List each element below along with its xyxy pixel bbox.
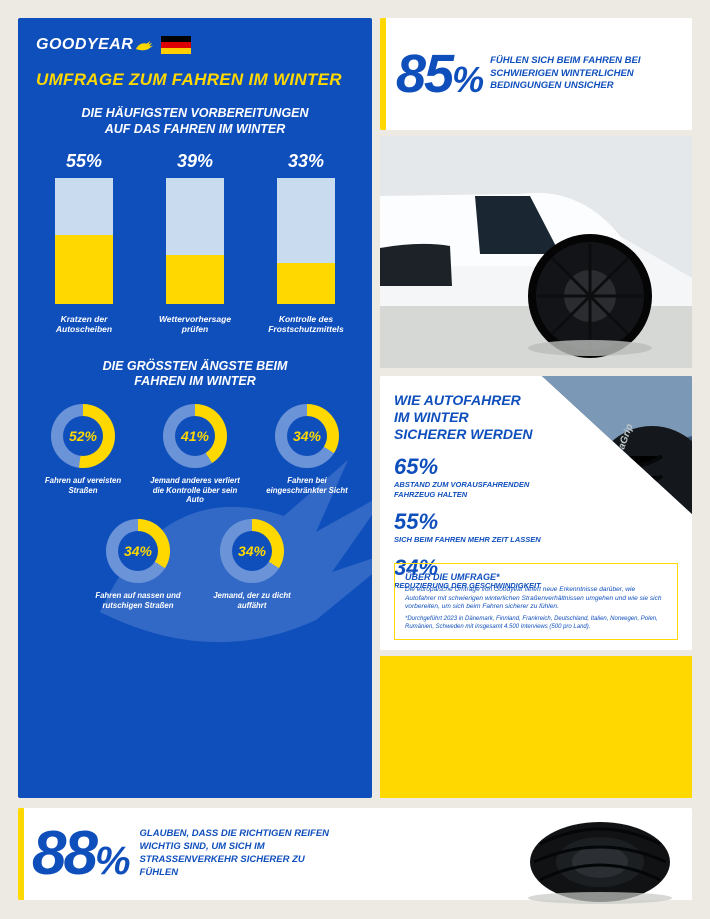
bar-label: Kratzen der Autoscheiben bbox=[40, 314, 128, 334]
about-title: ÜBER DIE UMFRAGE* bbox=[405, 572, 667, 582]
hero-stat-desc: FÜHLEN SICH BEIM FAHREN BEI SCHWIERIGEN … bbox=[490, 55, 678, 92]
goodyear-logo: GOODYEAR bbox=[36, 36, 153, 54]
bar-track bbox=[166, 178, 224, 304]
brand-name: GOODYEAR bbox=[36, 36, 133, 54]
preparations-bar-chart: 55% Kratzen der Autoscheiben 39% Wetterv… bbox=[36, 151, 354, 334]
donut-pct: 34% bbox=[106, 519, 170, 583]
fear-item: 52% Fahren auf vereisten Straßen bbox=[36, 404, 130, 505]
bar-pct: 39% bbox=[177, 151, 213, 172]
hero-stat-card: 85% FÜHLEN SICH BEIM FAHREN BEI SCHWIERI… bbox=[380, 18, 692, 130]
safer-title: WIE AUTOFAHRER IM WINTER SICHERER WERDEN bbox=[394, 392, 544, 442]
bar-pct: 55% bbox=[66, 151, 102, 172]
donut-chart: 34% bbox=[275, 404, 339, 468]
safer-pct: 65% bbox=[394, 456, 564, 478]
about-body: Die europäische Umfrage von Goodyear lie… bbox=[405, 586, 667, 612]
yellow-stripe bbox=[380, 656, 692, 798]
donut-pct: 52% bbox=[51, 404, 115, 468]
safer-item: 65% ABSTAND ZUM VORAUSFAHRENDEN FAHRZEUG… bbox=[394, 456, 564, 499]
donut-pct: 34% bbox=[275, 404, 339, 468]
preparations-title: DIE HÄUFIGSTEN VORBEREITUNGEN AUF DAS FA… bbox=[36, 106, 354, 137]
bottom-stat-pct: 88% bbox=[32, 823, 128, 885]
donut-chart: 34% bbox=[106, 519, 170, 583]
bar-column: 39% Wettervorhersage prüfen bbox=[151, 151, 239, 334]
about-box: ÜBER DIE UMFRAGE* Die europäische Umfrag… bbox=[394, 563, 678, 640]
tire-snow-photo: UltraGrip bbox=[542, 376, 692, 514]
wingfoot-icon bbox=[135, 38, 153, 52]
bar-column: 33% Kontrolle des Frostschutzmittels bbox=[262, 151, 350, 334]
safer-item: 55% SICH BEIM FAHREN MEHR ZEIT LASSEN bbox=[394, 511, 564, 544]
brand-row: GOODYEAR bbox=[36, 36, 354, 54]
bar-fill bbox=[55, 235, 113, 304]
bar-label: Wettervorhersage prüfen bbox=[151, 314, 239, 334]
safer-label: SICH BEIM FAHREN MEHR ZEIT LASSEN bbox=[394, 535, 564, 544]
safer-label: ABSTAND ZUM VORAUSFAHRENDEN FAHRZEUG HAL… bbox=[394, 480, 564, 499]
bar-label: Kontrolle des Frostschutzmittels bbox=[262, 314, 350, 334]
fear-item: 34% Fahren auf nassen und rutschigen Str… bbox=[90, 519, 186, 610]
bar-column: 55% Kratzen der Autoscheiben bbox=[40, 151, 128, 334]
fear-label: Fahren auf vereisten Straßen bbox=[36, 476, 130, 495]
infographic-page: GOODYEAR UMFRAGE ZUM FAHREN IM WINTER DI… bbox=[0, 0, 710, 919]
bottom-tire-icon bbox=[500, 804, 680, 904]
fear-label: Fahren bei eingeschränkter Sicht bbox=[260, 476, 354, 495]
safer-panel: WIE AUTOFAHRER IM WINTER SICHERER WERDEN… bbox=[380, 376, 692, 650]
about-footnote: *Durchgeführt 2023 in Dänemark, Finnland… bbox=[405, 616, 667, 631]
donut-pct: 41% bbox=[163, 404, 227, 468]
fear-label: Jemand anderes verliert die Kontrolle üb… bbox=[148, 476, 242, 505]
left-panel: GOODYEAR UMFRAGE ZUM FAHREN IM WINTER DI… bbox=[18, 18, 372, 798]
fear-item: 34% Jemand, der zu dicht auffährt bbox=[204, 519, 300, 610]
bar-fill bbox=[166, 255, 224, 304]
flag-germany-icon bbox=[161, 36, 191, 54]
hero-stat-pct: 85% bbox=[396, 47, 482, 101]
bottom-stat-card: 88% GLAUBEN, DASS DIE RICHTIGEN REIFEN W… bbox=[18, 808, 692, 900]
fear-label: Jemand, der zu dicht auffährt bbox=[204, 591, 300, 610]
donut-chart: 34% bbox=[220, 519, 284, 583]
safer-pct: 55% bbox=[394, 511, 564, 533]
fear-item: 41% Jemand anderes verliert die Kontroll… bbox=[148, 404, 242, 505]
donut-chart: 52% bbox=[51, 404, 115, 468]
fear-label: Fahren auf nassen und rutschigen Straßen bbox=[90, 591, 186, 610]
fears-title: DIE GRÖSSTEN ÄNGSTE BEIM FAHREN IM WINTE… bbox=[36, 359, 354, 390]
bar-track bbox=[277, 178, 335, 304]
bar-track bbox=[55, 178, 113, 304]
donut-pct: 34% bbox=[220, 519, 284, 583]
bottom-stat-desc: GLAUBEN, DASS DIE RICHTIGEN REIFEN WICHT… bbox=[140, 828, 340, 879]
car-photo bbox=[380, 136, 692, 368]
bar-pct: 33% bbox=[288, 151, 324, 172]
page-title: UMFRAGE ZUM FAHREN IM WINTER bbox=[36, 70, 354, 90]
donut-chart: 41% bbox=[163, 404, 227, 468]
fears-donut-grid: 52% Fahren auf vereisten Straßen 41% Jem… bbox=[36, 404, 354, 611]
bar-fill bbox=[277, 263, 335, 305]
fear-item: 34% Fahren bei eingeschränkter Sicht bbox=[260, 404, 354, 505]
